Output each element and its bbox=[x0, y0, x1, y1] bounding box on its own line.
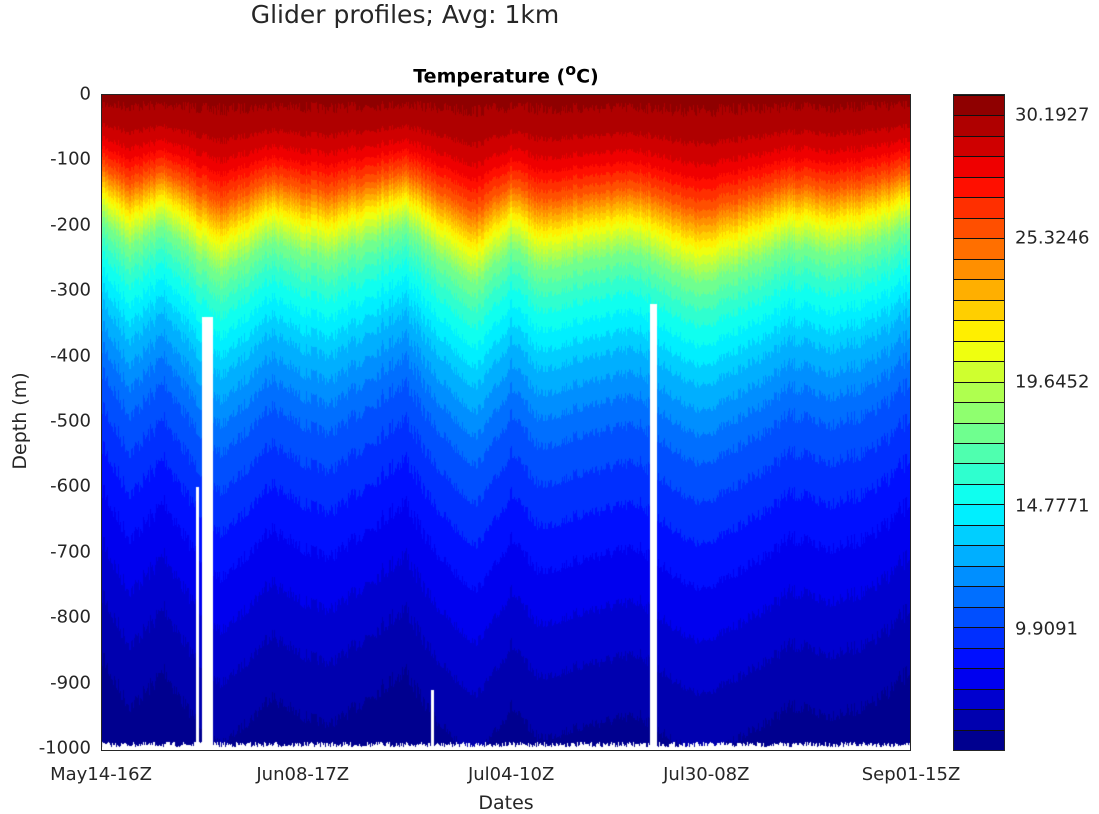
y-tick-label: -200 bbox=[50, 214, 91, 236]
plot-area bbox=[101, 94, 911, 751]
colorbar-level bbox=[954, 115, 1004, 136]
colorbar-level bbox=[954, 483, 1004, 505]
y-tick-label: -900 bbox=[50, 672, 91, 694]
colorbar-level bbox=[954, 299, 1004, 321]
colorbar-level bbox=[954, 217, 1004, 239]
colorbar-level bbox=[954, 442, 1004, 464]
y-tick-label: -700 bbox=[50, 541, 91, 563]
colorbar-tick-label: 30.1927 bbox=[1015, 104, 1090, 126]
y-tick-label: -500 bbox=[50, 410, 91, 432]
colorbar-level bbox=[954, 565, 1004, 587]
y-tick-label: -800 bbox=[50, 606, 91, 628]
figure-title: Glider profiles; Avg: 1km bbox=[250, 0, 560, 29]
colorbar-tick-label: 9.9091 bbox=[1015, 618, 1078, 640]
title-degree: o bbox=[565, 60, 577, 79]
colorbar-level bbox=[954, 586, 1004, 607]
colorbar-level bbox=[954, 504, 1004, 525]
colorbar-level bbox=[954, 238, 1004, 259]
x-tick-label: Jul30-08Z bbox=[663, 764, 750, 785]
y-tick-label: 0 bbox=[79, 83, 91, 105]
colorbar-level bbox=[954, 320, 1004, 341]
x-tick-label: Sep01-15Z bbox=[861, 764, 961, 785]
colorbar-level bbox=[954, 402, 1004, 423]
y-tick-label: -600 bbox=[50, 475, 91, 497]
colorbar-level bbox=[954, 688, 1004, 710]
title-text: Temperature ( bbox=[413, 65, 566, 88]
x-tick-label: May14-16Z bbox=[50, 764, 152, 785]
colorbar-level bbox=[954, 668, 1004, 689]
x-tick-label: Jul04-10Z bbox=[467, 764, 555, 785]
colorbar-level bbox=[954, 135, 1004, 157]
y-tick-label: -100 bbox=[50, 148, 91, 170]
colorbar-level bbox=[954, 381, 1004, 403]
colorbar-level bbox=[954, 258, 1004, 280]
colorbar-tick-label: 19.6452 bbox=[1015, 371, 1090, 393]
y-tick-label: -400 bbox=[50, 345, 91, 367]
title-unit: C) bbox=[576, 65, 599, 88]
temperature-contour-field bbox=[101, 94, 911, 751]
colorbar-level bbox=[954, 156, 1004, 177]
colorbar-level bbox=[954, 545, 1004, 566]
y-tick-label: -300 bbox=[50, 279, 91, 301]
y-tick-label: -1000 bbox=[38, 737, 91, 759]
colorbar-tick-label: 14.7771 bbox=[1015, 495, 1090, 517]
colorbar-level bbox=[954, 606, 1004, 628]
colorbar-level bbox=[954, 524, 1004, 546]
x-tick-label: Jun08-17Z bbox=[256, 764, 350, 785]
colorbar bbox=[953, 94, 1005, 751]
colorbar-level bbox=[954, 279, 1004, 300]
colorbar-level bbox=[954, 197, 1004, 218]
colorbar-level bbox=[954, 95, 1004, 116]
x-axis-label: Dates bbox=[478, 792, 534, 814]
axes-title: Temperature (oC) bbox=[101, 60, 911, 87]
colorbar-level bbox=[954, 463, 1004, 484]
colorbar-level bbox=[954, 709, 1004, 730]
colorbar-level bbox=[954, 729, 1004, 750]
y-axis-label: Depth (m) bbox=[9, 372, 31, 470]
colorbar-tick-label: 25.3246 bbox=[1015, 227, 1090, 249]
colorbar-level bbox=[954, 340, 1004, 362]
colorbar-level bbox=[954, 647, 1004, 669]
colorbar-level bbox=[954, 176, 1004, 198]
colorbar-level bbox=[954, 422, 1004, 443]
colorbar-level bbox=[954, 627, 1004, 648]
colorbar-level bbox=[954, 361, 1004, 382]
